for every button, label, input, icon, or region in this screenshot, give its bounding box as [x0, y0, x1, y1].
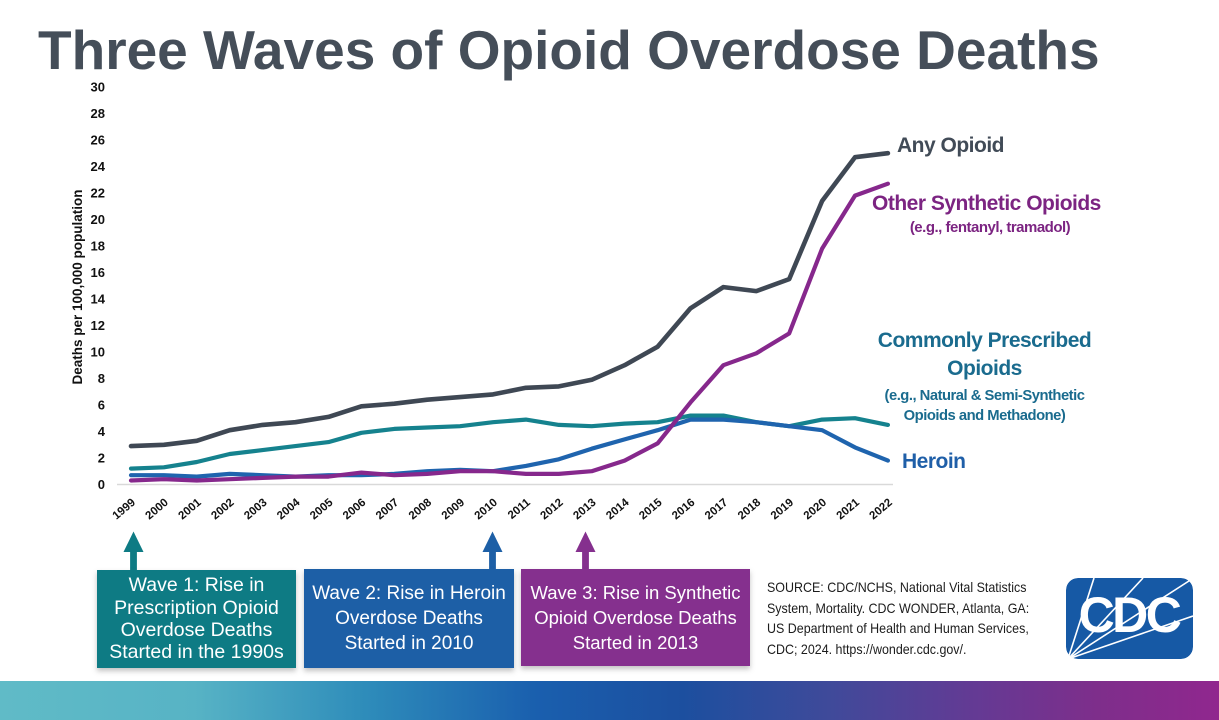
svg-text:12: 12	[91, 318, 105, 333]
svg-text:2000: 2000	[144, 497, 171, 523]
svg-text:2018: 2018	[736, 496, 764, 522]
svg-text:30: 30	[91, 80, 105, 95]
svg-text:Deaths per 100,000 population: Deaths per 100,000 population	[70, 189, 85, 384]
svg-text:2009: 2009	[440, 497, 467, 523]
svg-text:2017: 2017	[703, 497, 730, 523]
svg-text:2005: 2005	[308, 496, 336, 522]
svg-text:8: 8	[98, 371, 105, 386]
svg-text:2007: 2007	[374, 497, 401, 523]
svg-text:1999: 1999	[111, 497, 138, 523]
svg-text:2: 2	[98, 451, 105, 466]
svg-text:16: 16	[91, 265, 105, 280]
svg-text:2015: 2015	[637, 496, 665, 522]
svg-text:2010: 2010	[473, 497, 500, 523]
svg-text:2022: 2022	[868, 497, 895, 523]
svg-text:2016: 2016	[670, 497, 697, 523]
svg-text:22: 22	[91, 186, 105, 201]
svg-text:2004: 2004	[275, 496, 303, 522]
svg-text:10: 10	[91, 345, 105, 360]
svg-text:2003: 2003	[242, 497, 269, 523]
svg-text:26: 26	[91, 133, 105, 148]
svg-text:2013: 2013	[571, 497, 598, 523]
svg-text:2020: 2020	[802, 497, 829, 523]
svg-text:6: 6	[98, 398, 105, 413]
svg-text:2006: 2006	[341, 497, 368, 523]
svg-text:2014: 2014	[604, 496, 632, 522]
svg-text:2001: 2001	[176, 496, 204, 522]
svg-text:14: 14	[91, 292, 106, 307]
svg-text:28: 28	[91, 106, 105, 121]
svg-text:CDC: CDC	[1079, 587, 1181, 643]
svg-text:2011: 2011	[506, 496, 533, 522]
svg-text:0: 0	[98, 477, 105, 492]
svg-text:2019: 2019	[769, 497, 796, 523]
svg-text:18: 18	[91, 239, 105, 254]
svg-text:4: 4	[98, 424, 106, 439]
svg-text:2008: 2008	[407, 496, 435, 522]
svg-text:2012: 2012	[538, 497, 565, 523]
svg-text:2002: 2002	[209, 497, 236, 523]
svg-text:24: 24	[91, 159, 106, 174]
svg-text:2021: 2021	[835, 496, 863, 522]
svg-text:20: 20	[91, 212, 105, 227]
